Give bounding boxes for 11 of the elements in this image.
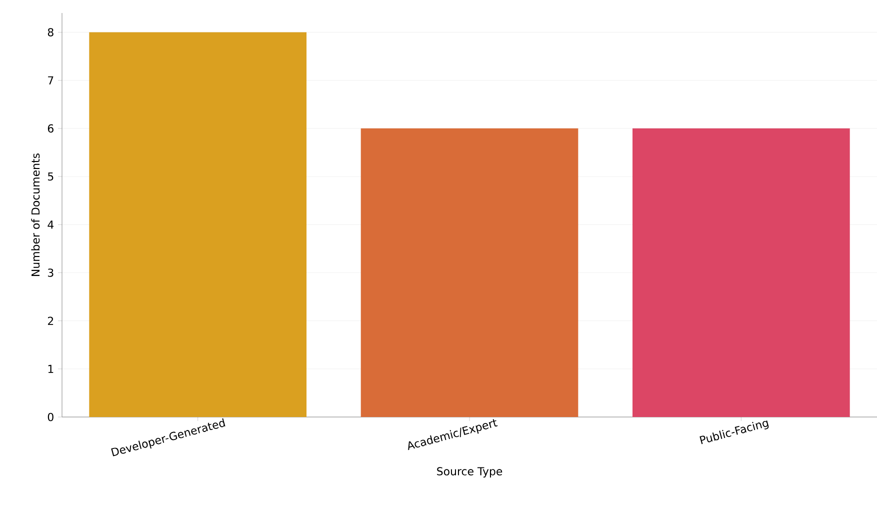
y-axis-title: Number of Documents <box>31 154 40 276</box>
y-tick-label: 2 <box>48 316 54 325</box>
y-tick-label: 1 <box>48 364 54 373</box>
y-tick-label: 8 <box>48 28 54 36</box>
y-tick-label: 0 <box>48 412 54 422</box>
y-tick-label: 3 <box>48 268 54 277</box>
y-tick-label: 7 <box>48 76 54 84</box>
y-tick-label: 6 <box>48 124 54 133</box>
y-tick-label: 4 <box>48 220 54 229</box>
x-axis-title: Source Type <box>437 467 502 478</box>
y-tick-label: 5 <box>48 172 54 181</box>
